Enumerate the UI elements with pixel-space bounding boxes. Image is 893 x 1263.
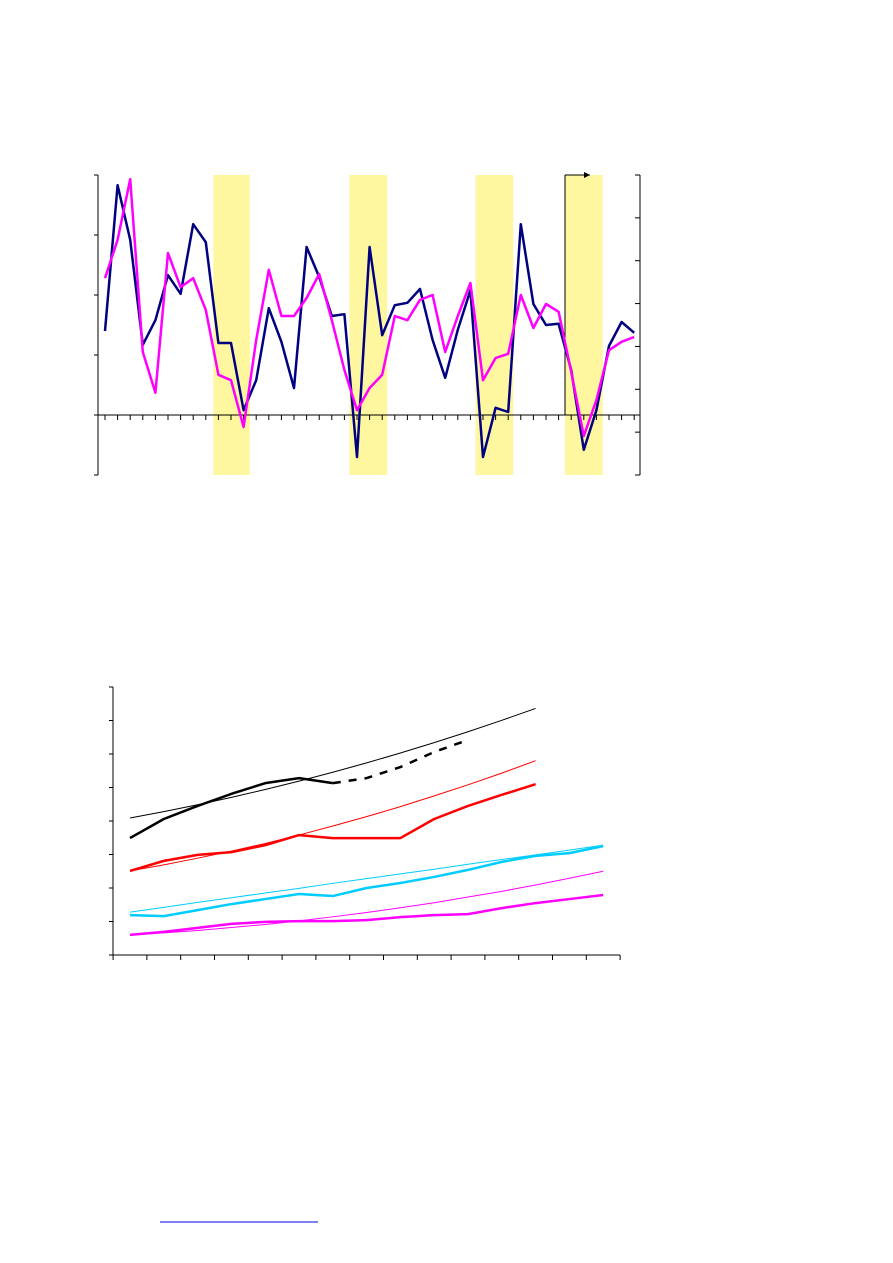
highlight-band	[213, 175, 250, 475]
series-line	[129, 782, 536, 873]
series-line	[129, 844, 604, 918]
series-line	[332, 738, 469, 785]
series-line	[103, 183, 636, 459]
arrow-head	[584, 172, 590, 178]
series-line	[129, 870, 604, 936]
series-line	[129, 893, 604, 937]
highlight-band	[564, 175, 603, 475]
series-line	[129, 760, 536, 872]
series-line	[129, 844, 604, 913]
series-line	[129, 776, 333, 840]
highlights	[213, 175, 603, 475]
series-line	[103, 177, 635, 438]
series-line	[129, 707, 536, 819]
